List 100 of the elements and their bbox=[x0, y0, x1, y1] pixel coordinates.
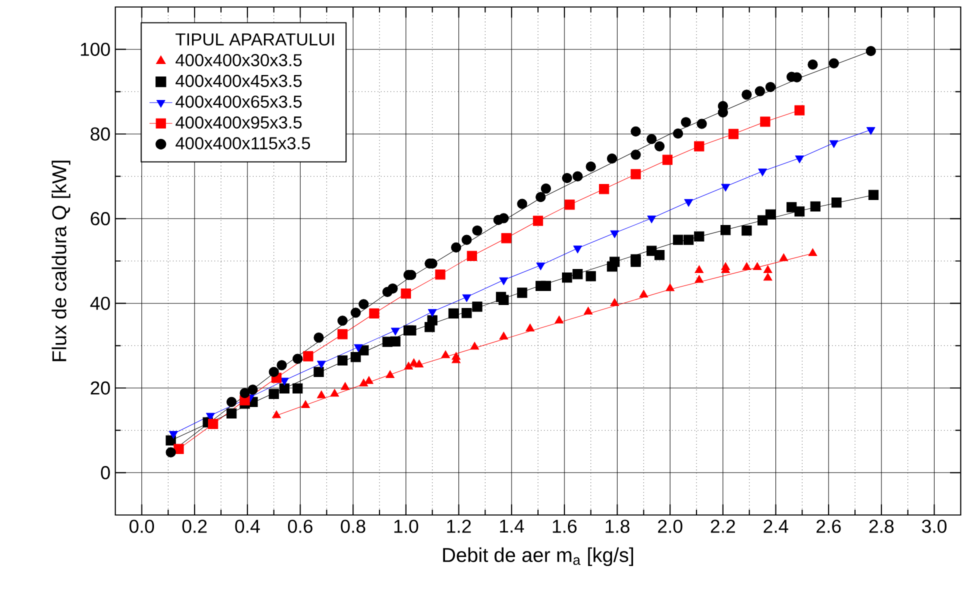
point bbox=[462, 294, 472, 302]
point bbox=[498, 213, 509, 224]
point bbox=[390, 336, 400, 347]
point bbox=[414, 360, 424, 368]
point bbox=[472, 302, 482, 312]
point bbox=[166, 447, 176, 458]
point bbox=[406, 325, 416, 336]
point bbox=[694, 231, 704, 242]
point bbox=[829, 140, 838, 148]
point bbox=[721, 262, 730, 270]
point bbox=[757, 215, 768, 226]
point bbox=[540, 280, 551, 292]
point bbox=[610, 298, 620, 306]
point bbox=[272, 410, 281, 418]
point bbox=[765, 82, 776, 92]
point bbox=[451, 242, 462, 253]
legend-label: 400x400x95x3.5 bbox=[176, 116, 302, 129]
point bbox=[314, 332, 324, 343]
x-tick-label: 0.6 bbox=[288, 520, 312, 533]
x-tick-label: 2.4 bbox=[764, 520, 788, 533]
point bbox=[742, 225, 752, 236]
point bbox=[684, 234, 694, 245]
point bbox=[388, 283, 398, 294]
point bbox=[794, 206, 805, 217]
y-tick-label: 20 bbox=[90, 381, 110, 395]
point bbox=[462, 234, 472, 245]
point bbox=[666, 283, 675, 292]
point bbox=[536, 192, 546, 202]
point bbox=[472, 225, 482, 236]
point bbox=[536, 262, 546, 270]
point bbox=[350, 308, 361, 318]
point bbox=[470, 342, 480, 350]
point bbox=[610, 230, 620, 238]
point bbox=[794, 105, 805, 116]
point bbox=[226, 396, 237, 408]
point bbox=[694, 265, 704, 273]
point bbox=[810, 201, 820, 212]
x-tick-label: 1.2 bbox=[447, 520, 471, 533]
point bbox=[586, 271, 596, 282]
x-tick-label: 1.0 bbox=[394, 520, 418, 533]
point bbox=[868, 190, 879, 200]
point bbox=[268, 366, 279, 377]
point bbox=[314, 366, 324, 377]
point bbox=[350, 352, 361, 362]
point bbox=[630, 150, 641, 160]
point bbox=[763, 265, 772, 273]
point bbox=[498, 294, 509, 306]
legend-label: 400x400x45x3.5 bbox=[176, 74, 302, 88]
point bbox=[427, 315, 438, 326]
point bbox=[573, 246, 582, 254]
point bbox=[248, 384, 258, 395]
point bbox=[390, 328, 400, 336]
point bbox=[630, 169, 641, 180]
point bbox=[208, 418, 218, 430]
y-tick-label: 40 bbox=[90, 296, 110, 310]
point bbox=[696, 118, 707, 129]
point bbox=[364, 376, 374, 384]
point bbox=[404, 362, 413, 370]
point bbox=[276, 360, 287, 370]
point bbox=[337, 329, 348, 340]
point bbox=[672, 234, 684, 245]
x-tick-label: 0.0 bbox=[130, 520, 154, 533]
y-tick-label: 100 bbox=[80, 42, 110, 56]
legend-label: 400x400x115x3.5 bbox=[176, 137, 310, 150]
y-tick-label: 60 bbox=[90, 212, 110, 226]
point bbox=[742, 90, 752, 100]
point bbox=[386, 370, 394, 378]
point bbox=[630, 126, 641, 137]
point bbox=[720, 225, 731, 236]
point bbox=[562, 272, 572, 283]
point bbox=[763, 272, 772, 281]
y-tick-label: 0 bbox=[100, 466, 110, 480]
point bbox=[754, 86, 765, 96]
point bbox=[292, 354, 303, 364]
point bbox=[301, 400, 310, 408]
point bbox=[462, 308, 472, 318]
point bbox=[684, 199, 694, 207]
x-tick-label: 1.6 bbox=[552, 520, 577, 533]
x-tick-label: 1.8 bbox=[606, 520, 630, 533]
point bbox=[501, 233, 512, 244]
point bbox=[795, 155, 804, 164]
point bbox=[340, 382, 350, 390]
point bbox=[828, 58, 839, 68]
point bbox=[721, 184, 730, 192]
point bbox=[866, 46, 876, 56]
point bbox=[728, 128, 739, 140]
point bbox=[499, 332, 508, 340]
point bbox=[330, 388, 340, 397]
point bbox=[400, 288, 411, 299]
point bbox=[526, 324, 535, 332]
point bbox=[758, 168, 767, 176]
point bbox=[760, 116, 770, 127]
point bbox=[694, 274, 704, 283]
point bbox=[435, 269, 446, 280]
point bbox=[808, 60, 818, 70]
legend-label: 400x400x30x3.5 bbox=[176, 54, 302, 66]
point bbox=[866, 127, 876, 135]
point bbox=[654, 141, 665, 152]
point bbox=[369, 308, 380, 319]
point bbox=[646, 134, 657, 144]
